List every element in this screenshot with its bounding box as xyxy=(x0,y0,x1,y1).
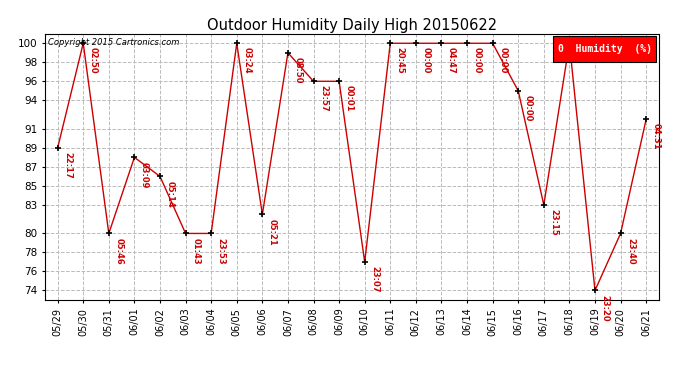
Text: 04:31: 04:31 xyxy=(652,123,661,150)
Text: 03:09: 03:09 xyxy=(140,162,149,188)
Text: 03:24: 03:24 xyxy=(242,47,251,74)
Text: 05:46: 05:46 xyxy=(115,238,124,264)
Text: 00:00: 00:00 xyxy=(473,47,482,74)
Text: 02:50: 02:50 xyxy=(89,47,98,74)
Text: 23:20: 23:20 xyxy=(600,295,609,321)
Text: 00:00: 00:00 xyxy=(498,47,507,74)
Text: 23:40: 23:40 xyxy=(626,238,635,264)
Text: 20:45: 20:45 xyxy=(396,47,405,74)
Text: 0: 0 xyxy=(575,47,584,53)
Text: 00:01: 00:01 xyxy=(345,86,354,112)
Text: 23:07: 23:07 xyxy=(371,266,380,292)
Text: 22:17: 22:17 xyxy=(63,152,72,179)
Text: 23:57: 23:57 xyxy=(319,86,328,112)
Text: 08:50: 08:50 xyxy=(293,57,302,83)
Text: 05:14: 05:14 xyxy=(166,180,175,207)
Title: Outdoor Humidity Daily High 20150622: Outdoor Humidity Daily High 20150622 xyxy=(207,18,497,33)
Text: 00:00: 00:00 xyxy=(422,47,431,74)
Text: 0  Humidity  (%): 0 Humidity (%) xyxy=(558,44,652,54)
Text: 00:00: 00:00 xyxy=(524,95,533,122)
Text: 01:43: 01:43 xyxy=(191,238,200,264)
Bar xyxy=(553,36,656,62)
Text: 04:47: 04:47 xyxy=(447,47,456,74)
Text: 05:21: 05:21 xyxy=(268,219,277,245)
Text: Copyright 2015 Cartronics.com: Copyright 2015 Cartronics.com xyxy=(48,38,179,47)
Text: 23:53: 23:53 xyxy=(217,238,226,264)
Text: 23:15: 23:15 xyxy=(549,209,558,236)
